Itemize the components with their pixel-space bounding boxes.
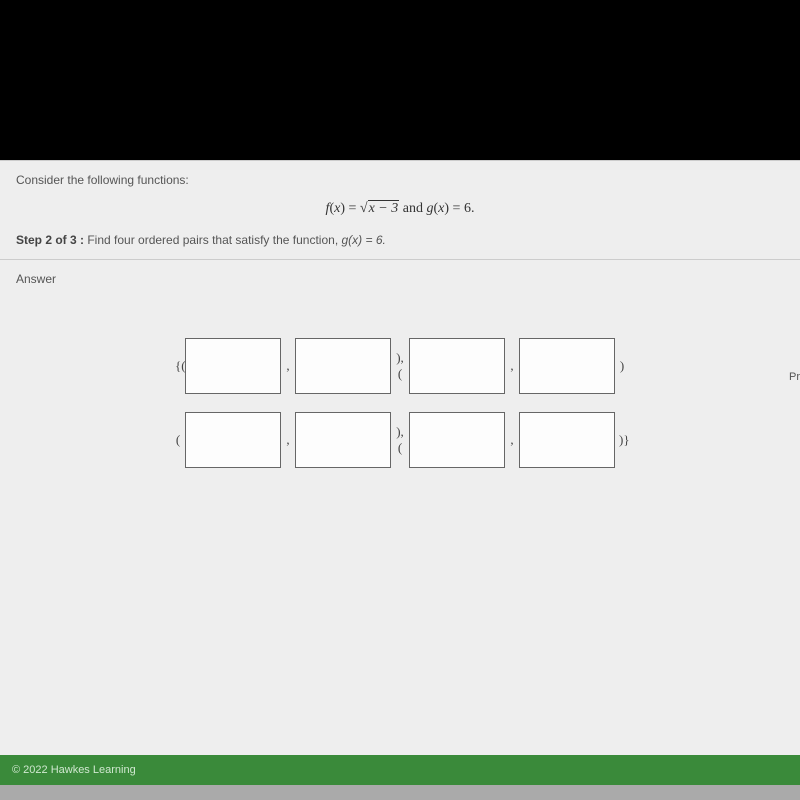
pair-row-1: {( , ), ( , ) [175,338,625,394]
comma-1b: , [509,358,515,374]
pair2-y-input[interactable] [519,338,615,394]
close-set-delim: )} [619,432,625,448]
pair4-x-input[interactable] [409,412,505,468]
pair1-y-input[interactable] [295,338,391,394]
close-paren-1: ) [619,358,625,374]
conj: and [399,201,426,216]
answer-label: Answer [0,260,800,298]
content-area: Consider the following functions: f(x) =… [0,160,800,755]
bottom-gap [0,785,800,800]
browser-top-black [0,0,800,160]
open-set-delim: {( [175,358,181,374]
close-open-1: ), ( [395,350,405,382]
footer-bar: © 2022 Hawkes Learning [0,755,800,785]
pair2-x-input[interactable] [409,338,505,394]
comma-2b: , [509,432,515,448]
equation-display: f(x) = √x − 3 and g(x) = 6. [0,195,800,227]
pair3-x-input[interactable] [185,412,281,468]
comma-1a: , [285,358,291,374]
pair-row-2: ( , ), ( , )} [175,412,625,468]
footer-copyright: © 2022 Hawkes Learning [12,764,136,776]
eq1: = [345,201,360,216]
step-text: Find four ordered pairs that satisfy the… [84,233,341,247]
pair3-y-input[interactable] [295,412,391,468]
pair4-y-input[interactable] [519,412,615,468]
sqrt-radicand: x − 3 [368,200,400,216]
ordered-pairs-container: {( , ), ( , ) ( , ), ( , )} [0,338,800,468]
eq2: = [449,201,464,216]
step-label: Step 2 of 3 : [16,233,84,247]
question-prompt: Consider the following functions: [0,161,800,195]
step-eq: g(x) = 6. [341,233,385,247]
pair1-x-input[interactable] [185,338,281,394]
step-instruction: Step 2 of 3 : Find four ordered pairs th… [0,227,800,260]
close-open-2: ), ( [395,424,405,456]
g-val: 6. [464,201,475,216]
comma-2a: , [285,432,291,448]
open-paren-2: ( [175,432,181,448]
side-tab[interactable]: Pr [789,371,800,383]
